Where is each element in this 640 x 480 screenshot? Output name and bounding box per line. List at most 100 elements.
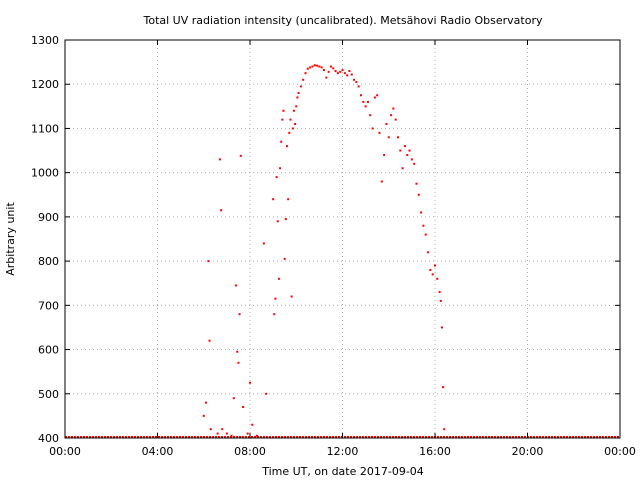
data-point	[413, 162, 416, 165]
data-point	[292, 109, 295, 112]
data-point	[288, 131, 291, 134]
data-point	[438, 291, 441, 294]
x-axis-ticks: 00:00 04:00 08:00 12:00 16:00 20:00 00:00	[49, 40, 636, 458]
data-point	[296, 96, 299, 99]
data-point	[265, 392, 268, 395]
data-point	[436, 277, 439, 280]
data-point	[427, 251, 430, 254]
data-point	[431, 273, 434, 276]
data-point	[422, 224, 425, 227]
data-point	[237, 361, 240, 364]
data-point	[291, 127, 294, 130]
data-point	[284, 218, 287, 221]
data-point	[417, 193, 420, 196]
data-point	[225, 432, 228, 435]
data-point	[440, 326, 443, 329]
data-point	[289, 118, 292, 121]
data-point	[387, 136, 390, 139]
y-tick-label: 1000	[31, 167, 59, 180]
data-point	[276, 220, 279, 223]
y-tick-label: 1300	[31, 34, 59, 47]
data-point	[385, 123, 388, 126]
data-point	[334, 69, 337, 72]
chart-title: Total UV radiation intensity (uncalibrat…	[143, 14, 543, 27]
data-point	[311, 65, 314, 68]
data-point	[232, 397, 235, 400]
data-point	[218, 158, 221, 161]
data-point	[371, 127, 374, 130]
data-point	[273, 313, 276, 316]
y-axis-label: Arbitrary unit	[4, 202, 17, 276]
data-point	[309, 66, 312, 69]
data-point	[443, 428, 446, 431]
data-point	[274, 297, 277, 300]
data-point	[295, 105, 298, 108]
x-axis-label: Time UT, on date 2017-09-04	[261, 465, 424, 478]
x-tick-label: 20:00	[512, 445, 544, 458]
data-point	[207, 260, 210, 263]
data-point	[325, 76, 328, 79]
data-point	[255, 434, 258, 437]
data-point	[434, 264, 436, 267]
data-point	[318, 65, 321, 68]
x-tick-label: 00:00	[49, 445, 81, 458]
data-point	[420, 211, 423, 214]
data-point	[246, 432, 249, 435]
y-tick-label: 600	[38, 344, 59, 357]
x-tick-label: 08:00	[234, 445, 266, 458]
data-point	[353, 78, 356, 81]
data-point	[360, 94, 362, 97]
data-point	[380, 180, 383, 183]
data-point	[320, 66, 323, 69]
data-point	[364, 105, 367, 108]
y-axis-ticks: 400 500 600 700 800 900 1000 1100 1200 1300	[31, 34, 620, 445]
x-tick-label: 00:00	[604, 445, 636, 458]
data-point	[408, 149, 411, 152]
data-point	[290, 295, 293, 298]
data-point	[242, 406, 245, 409]
data-point	[327, 70, 330, 73]
data-point	[299, 85, 302, 88]
data-point	[304, 72, 307, 75]
data-point	[275, 176, 278, 179]
data-point	[287, 198, 290, 201]
y-tick-label: 500	[38, 388, 59, 401]
x-tick-label: 04:00	[142, 445, 174, 458]
data-point	[208, 339, 211, 342]
data-point	[376, 94, 379, 97]
data-point	[230, 434, 233, 437]
x-tick-label: 16:00	[419, 445, 451, 458]
data-point	[280, 140, 283, 143]
y-tick-label: 700	[38, 299, 59, 312]
data-point	[235, 284, 238, 287]
data-point	[205, 401, 208, 404]
data-point	[251, 423, 254, 426]
data-point	[341, 69, 344, 72]
data-point	[239, 154, 242, 157]
y-tick-label: 1200	[31, 78, 59, 91]
data-point	[332, 67, 335, 70]
data-point	[302, 78, 305, 81]
data-point	[439, 299, 442, 302]
data-point	[220, 209, 223, 212]
y-tick-label: 1100	[31, 122, 59, 135]
data-point	[279, 167, 282, 170]
data-point	[355, 81, 358, 84]
y-tick-label: 800	[38, 255, 59, 268]
data-point	[336, 72, 339, 75]
data-point	[383, 153, 386, 156]
data-point	[350, 73, 353, 76]
data-point	[283, 257, 286, 260]
data-point	[378, 131, 381, 134]
data-point	[415, 182, 418, 185]
data-point	[343, 72, 346, 75]
data-point	[216, 432, 219, 435]
data-point	[238, 313, 241, 316]
data-point	[286, 145, 288, 148]
plot-frame	[64, 39, 621, 439]
data-point	[362, 100, 365, 103]
data-point	[316, 64, 319, 67]
data-point	[401, 167, 404, 170]
data-point	[249, 381, 251, 384]
